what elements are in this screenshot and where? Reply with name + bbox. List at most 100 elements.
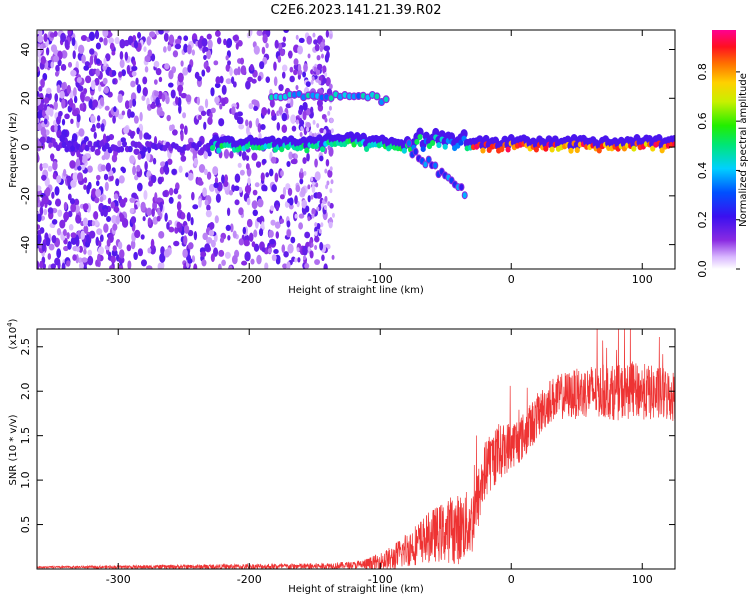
spectrogram-blob: [207, 116, 213, 125]
spectrogram-blob: [106, 215, 112, 222]
spectrogram-blob: [225, 64, 231, 72]
spectrogram-blob: [127, 260, 132, 269]
spectrogram-blob: [303, 63, 308, 73]
spectrogram-blob: [298, 213, 305, 219]
spectrogram-blob: [225, 55, 229, 61]
spectrogram-blob: [130, 216, 137, 225]
colorbar-ticks: 0.0 0.2 0.4 0.6 0.8: [696, 63, 740, 278]
spectrogram-blob: [186, 44, 192, 55]
spectrogram-blob: [52, 161, 58, 171]
spectrogram-blob: [82, 203, 89, 211]
spectrogram-blob: [61, 262, 66, 269]
spectrogram-blob: [133, 251, 138, 261]
spectrogram-blob: [66, 84, 72, 94]
spectrogram-blob: [83, 249, 87, 255]
spectrogram-blob: [200, 110, 207, 117]
spectrogram-blob: [164, 63, 170, 70]
spectrogram-blob: [227, 60, 231, 66]
spectrogram-blob: [298, 37, 305, 44]
spectrogram-blob: [203, 151, 209, 160]
spectrogram-blob: [175, 38, 182, 45]
colorbar-label: Normalized spectral amplitude: [738, 73, 749, 227]
spectrogram-blob: [52, 172, 57, 180]
spectrogram-blob: [205, 236, 213, 244]
spectrogram-blob: [102, 208, 108, 217]
spectrogram-blob: [70, 118, 74, 124]
spectrogram-blob: [231, 184, 236, 193]
spectrogram-blob: [279, 146, 285, 153]
spectrogram-blob: [239, 186, 243, 193]
spectrogram-blob: [333, 91, 338, 98]
spectrogram-blob: [81, 154, 88, 164]
snr-frame: [36, 328, 676, 570]
spectrogram-blob: [163, 165, 167, 173]
spectrogram-blob: [289, 75, 295, 83]
spectrogram-blob: [71, 37, 76, 47]
spectrogram-blob: [191, 49, 196, 56]
spectrogram-blob: [286, 261, 291, 269]
spectrogram-blob: [310, 106, 314, 114]
spectrogram-blob: [43, 118, 48, 125]
spectrogram-blob: [42, 263, 47, 269]
spectrogram-blob: [146, 207, 153, 216]
spectrogram-blob: [230, 223, 234, 233]
spectrogram-blob: [37, 139, 41, 149]
spectrogram-blob: [314, 158, 318, 168]
spectrogram-blob: [259, 61, 265, 70]
colorbar-tick-label: 0.0: [696, 260, 709, 278]
spectrogram-blob: [98, 202, 105, 213]
spectrogram-blob: [206, 49, 212, 60]
spectrogram-blob: [314, 226, 318, 233]
spectrogram-blob: [423, 161, 428, 168]
spectrogram-blob: [265, 42, 269, 49]
spectrogram-blob: [302, 110, 307, 121]
spectrogram-blob: [218, 249, 225, 257]
snr-xtick-label: 0: [508, 573, 515, 586]
spectrogram-blob: [282, 36, 286, 43]
spectrogram-blob: [295, 119, 299, 125]
spectrogram-blob: [138, 130, 143, 141]
spectrogram-blob: [304, 231, 311, 239]
spectrogram-blob: [271, 254, 277, 262]
spectrogram-blob: [157, 262, 163, 269]
spectrogram-blob: [176, 201, 182, 211]
spectrogram-blob: [66, 232, 70, 240]
spectrogram-blob: [276, 256, 281, 262]
spectrogram-blob: [325, 184, 329, 190]
spectrogram-blob: [97, 253, 101, 263]
spectrogram-blob: [317, 35, 322, 45]
spectrogram-blob: [299, 178, 304, 185]
spectrogram-blob: [302, 71, 307, 78]
spectrogram-blob: [324, 168, 328, 174]
spectrogram-blob: [251, 99, 258, 105]
spectrogram-blob: [267, 248, 272, 254]
spectrogram-blob: [263, 185, 268, 192]
spectrogram-blob: [133, 40, 139, 49]
spectrogram-blob: [147, 217, 152, 226]
spectrogram-blob: [247, 177, 251, 186]
spectrogram-blob: [39, 201, 45, 208]
spectrogram-blob: [196, 96, 201, 106]
spectrogram-blob: [109, 42, 115, 51]
spectrogram-blob: [178, 165, 183, 173]
spectrogram-blob: [144, 66, 149, 73]
spectrogram-blob: [77, 44, 85, 55]
spectrogram-blob: [171, 168, 177, 175]
spectrogram-blob: [295, 34, 299, 40]
spectrogram-blob: [87, 255, 94, 266]
spectrogram-blob: [163, 32, 169, 42]
spectrogram-blob: [244, 251, 251, 262]
spectrogram-blob: [41, 109, 46, 117]
spectrogram-blob: [158, 76, 163, 83]
spectrogram-blob: [319, 146, 326, 153]
spectrogram-blob: [186, 212, 191, 222]
spectrogram-blob: [113, 106, 117, 113]
spectrogram-blob: [167, 82, 174, 88]
spectrogram-blob: [142, 76, 148, 85]
spectrogram-blob: [297, 257, 301, 263]
spectrogram-blob: [158, 30, 165, 35]
spectrogram-blob: [137, 31, 142, 39]
spectrogram-blob: [149, 31, 156, 38]
spectrogram-blob: [115, 215, 121, 225]
